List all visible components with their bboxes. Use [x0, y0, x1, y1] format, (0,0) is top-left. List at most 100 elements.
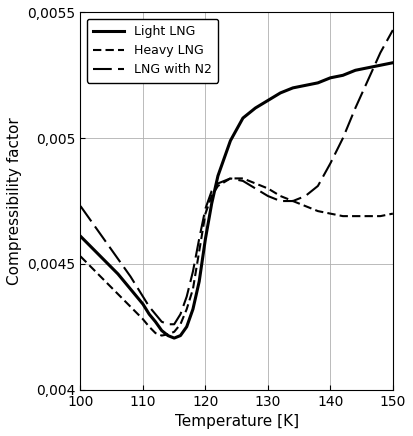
Light LNG: [90, 246, 95, 252]
Light LNG: [303, 83, 308, 88]
Light LNG: [159, 328, 164, 333]
Light LNG: [378, 63, 383, 68]
LNG with N2: [240, 178, 245, 184]
Heavy LNG: [278, 194, 283, 199]
Light LNG: [128, 286, 133, 292]
LNG with N2: [216, 181, 221, 186]
Heavy LNG: [353, 214, 358, 219]
Heavy LNG: [240, 176, 245, 181]
Light LNG: [316, 80, 320, 85]
Light LNG: [153, 319, 158, 324]
Heavy LNG: [116, 292, 121, 297]
Heavy LNG: [78, 254, 83, 259]
Light LNG: [78, 234, 83, 239]
Heavy LNG: [378, 214, 383, 219]
Light LNG: [147, 312, 152, 317]
Heavy LNG: [328, 211, 333, 216]
Heavy LNG: [340, 214, 345, 219]
Light LNG: [328, 75, 333, 80]
Light LNG: [240, 116, 245, 121]
Heavy LNG: [266, 186, 271, 191]
Light LNG: [178, 333, 183, 338]
Light LNG: [266, 98, 271, 103]
Light LNG: [203, 236, 208, 242]
Light LNG: [103, 259, 108, 264]
LNG with N2: [147, 304, 152, 309]
Heavy LNG: [203, 211, 208, 216]
Heavy LNG: [197, 249, 202, 254]
LNG with N2: [90, 221, 95, 226]
LNG with N2: [266, 194, 271, 199]
Heavy LNG: [390, 211, 395, 216]
Heavy LNG: [253, 181, 258, 186]
Heavy LNG: [140, 317, 145, 322]
LNG with N2: [140, 294, 145, 299]
LNG with N2: [197, 236, 202, 242]
Heavy LNG: [172, 329, 177, 334]
LNG with N2: [166, 322, 171, 327]
Light LNG: [366, 65, 370, 70]
LNG with N2: [103, 238, 108, 244]
LNG with N2: [328, 161, 333, 166]
LNG with N2: [390, 27, 395, 33]
Heavy LNG: [303, 204, 308, 209]
Light LNG: [166, 333, 171, 338]
LNG with N2: [303, 194, 308, 199]
Light LNG: [390, 60, 395, 65]
Heavy LNG: [103, 279, 108, 284]
Light LNG: [209, 201, 214, 206]
Heavy LNG: [128, 304, 133, 309]
Light LNG: [216, 173, 221, 178]
LNG with N2: [172, 322, 177, 327]
LNG with N2: [340, 136, 345, 141]
Y-axis label: Compressibility factor: Compressibility factor: [7, 117, 22, 285]
Line: Light LNG: Light LNG: [81, 63, 393, 338]
Legend: Light LNG, Heavy LNG, LNG with N2: Light LNG, Heavy LNG, LNG with N2: [87, 19, 218, 83]
Light LNG: [190, 307, 195, 312]
Light LNG: [340, 73, 345, 78]
LNG with N2: [190, 269, 195, 274]
Light LNG: [184, 324, 189, 329]
LNG with N2: [116, 256, 121, 262]
Line: Heavy LNG: Heavy LNG: [81, 178, 393, 336]
Heavy LNG: [190, 286, 195, 292]
LNG with N2: [228, 176, 233, 181]
LNG with N2: [78, 204, 83, 209]
Heavy LNG: [90, 266, 95, 272]
Light LNG: [172, 335, 177, 341]
Heavy LNG: [178, 322, 183, 327]
Heavy LNG: [366, 214, 370, 219]
Light LNG: [278, 90, 283, 95]
Light LNG: [253, 106, 258, 111]
LNG with N2: [209, 188, 214, 194]
Light LNG: [116, 271, 121, 276]
Heavy LNG: [166, 332, 171, 337]
Line: LNG with N2: LNG with N2: [81, 30, 393, 324]
LNG with N2: [278, 198, 283, 204]
LNG with N2: [153, 312, 158, 317]
Heavy LNG: [316, 208, 320, 214]
Heavy LNG: [209, 194, 214, 199]
Light LNG: [290, 85, 295, 91]
LNG with N2: [366, 78, 370, 83]
Heavy LNG: [147, 324, 152, 329]
LNG with N2: [378, 50, 383, 55]
Light LNG: [228, 138, 233, 143]
LNG with N2: [184, 294, 189, 299]
Heavy LNG: [228, 176, 233, 181]
Heavy LNG: [184, 307, 189, 312]
LNG with N2: [353, 106, 358, 111]
Light LNG: [197, 279, 202, 284]
Heavy LNG: [159, 333, 164, 338]
X-axis label: Temperature [K]: Temperature [K]: [175, 414, 299, 429]
LNG with N2: [178, 312, 183, 317]
Heavy LNG: [290, 198, 295, 204]
LNG with N2: [159, 319, 164, 324]
LNG with N2: [128, 274, 133, 279]
Light LNG: [140, 302, 145, 307]
Light LNG: [353, 68, 358, 73]
LNG with N2: [253, 186, 258, 191]
Heavy LNG: [153, 330, 158, 336]
LNG with N2: [290, 198, 295, 204]
LNG with N2: [316, 183, 320, 188]
